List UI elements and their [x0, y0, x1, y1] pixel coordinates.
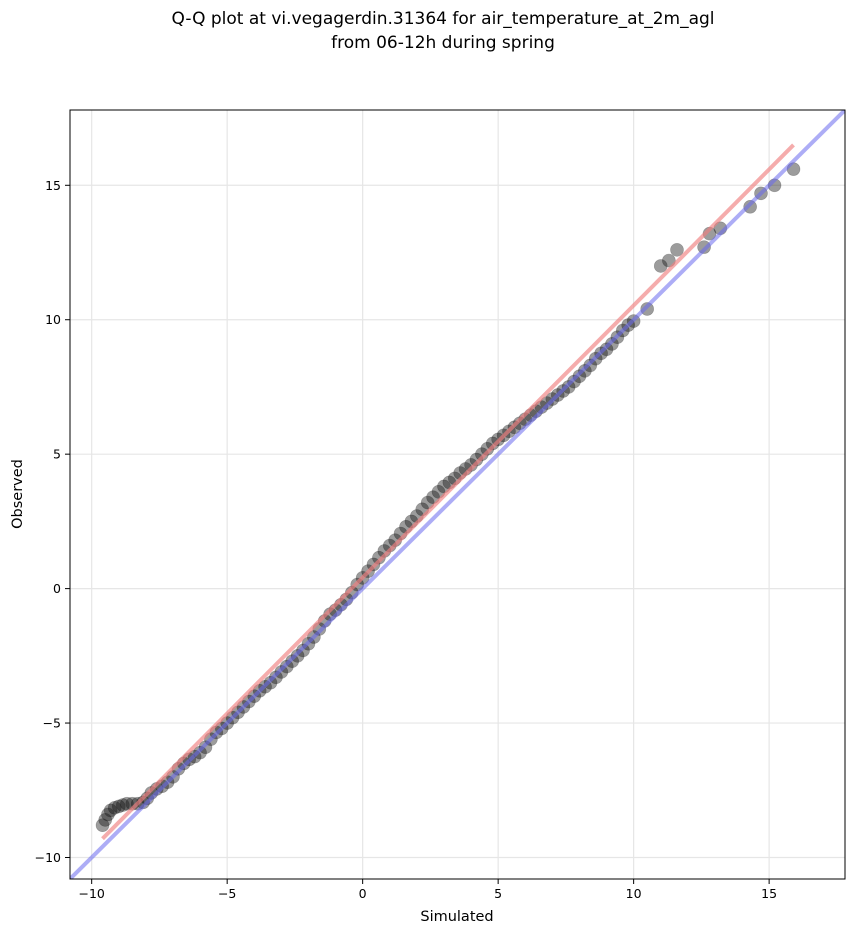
quantile-point [103, 803, 118, 818]
y-tick-label: −10 [35, 850, 61, 865]
quantile-point [116, 798, 130, 812]
quantile-point [111, 799, 126, 814]
chart-title-line-2: from 06-12h during spring [331, 33, 555, 53]
quantile-point [426, 490, 440, 504]
chart-title-line-1: Q-Q plot at vi.vegagerdin.31364 for air_… [171, 9, 714, 29]
x-tick-label: −5 [218, 886, 236, 901]
y-tick-label: 15 [45, 178, 61, 193]
quantile-point [101, 807, 115, 822]
x-tick-label: −10 [78, 886, 104, 901]
quantile-point [431, 485, 446, 499]
x-axis-label: Simulated [420, 909, 493, 925]
x-tick-label: 10 [626, 886, 642, 901]
quantile-point [120, 796, 134, 811]
fit-line [101, 143, 795, 841]
plot-frame [69, 109, 846, 880]
quantile-point [98, 813, 113, 827]
quantile-point [420, 495, 435, 510]
identity-line [70, 110, 845, 879]
quantile-point [95, 818, 110, 833]
x-tick-label: 0 [359, 886, 367, 901]
quantile-point [670, 243, 684, 257]
x-tick-label: 5 [494, 886, 502, 901]
quantile-point [662, 253, 676, 268]
y-axis-label: Observed [10, 459, 26, 529]
y-axis-ticks: −10 −5 0 5 10 15 [35, 178, 70, 865]
y-tick-label: 5 [53, 447, 61, 462]
reference-lines [70, 110, 845, 879]
quantile-point [437, 479, 451, 494]
quantile-point [480, 441, 495, 456]
y-tick-label: −5 [43, 716, 61, 731]
grid-lines [70, 110, 845, 879]
quantile-point [475, 447, 489, 461]
y-tick-label: 0 [53, 581, 61, 596]
quantile-point [107, 800, 122, 815]
quantile-point [653, 259, 668, 273]
x-tick-label: 15 [761, 886, 777, 901]
x-axis-ticks: −10 −5 0 5 10 15 [78, 879, 777, 901]
y-tick-label: 10 [45, 312, 61, 327]
quantile-point [372, 550, 386, 565]
quantile-point [485, 436, 500, 451]
quantile-point [513, 416, 527, 431]
